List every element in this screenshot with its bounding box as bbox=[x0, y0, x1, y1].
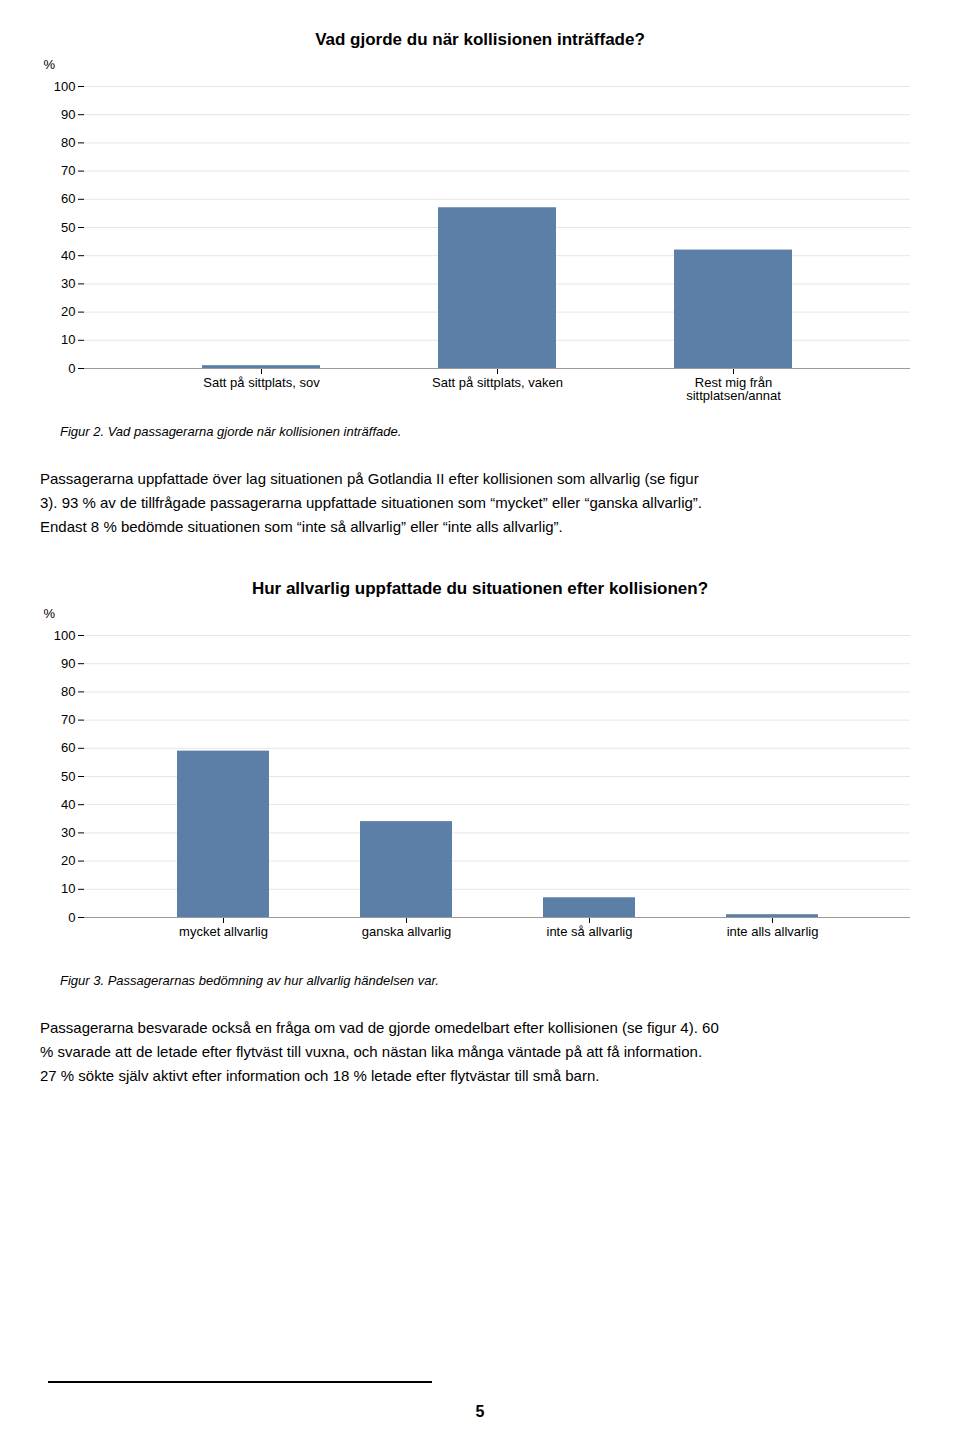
html-text:5: 5 bbox=[475, 1403, 485, 1420]
svg-text:50: 50 bbox=[61, 769, 75, 784]
svg-text:Satt på sittplats, sov: Satt på sittplats, sov bbox=[203, 375, 320, 390]
svg-text:90: 90 bbox=[61, 107, 75, 122]
html-text:Vad gjorde du när kollisionen: Vad gjorde du när kollisionen inträffade… bbox=[315, 30, 645, 49]
html-text:Passagerarna besvarade också e: Passagerarna besvarade också en fråga om… bbox=[40, 1019, 719, 1036]
svg-text:100: 100 bbox=[54, 79, 76, 94]
svg-text:90: 90 bbox=[61, 656, 75, 671]
svg-text:20: 20 bbox=[61, 304, 75, 319]
svg-text:70: 70 bbox=[61, 163, 75, 178]
svg-text:10: 10 bbox=[61, 881, 75, 896]
svg-text:0: 0 bbox=[68, 910, 75, 925]
html-text:Figur 2. Vad passagerarna gjor: Figur 2. Vad passagerarna gjorde när kol… bbox=[60, 424, 402, 439]
svg-text:inte alls allvarlig: inte alls allvarlig bbox=[727, 924, 819, 939]
svg-text:50: 50 bbox=[61, 220, 75, 235]
html-text:Passagerarna uppfattade över l: Passagerarna uppfattade över lag situati… bbox=[40, 470, 699, 487]
svg-text:70: 70 bbox=[61, 712, 75, 727]
svg-text:30: 30 bbox=[61, 276, 75, 291]
svg-text:ganska allvarlig: ganska allvarlig bbox=[362, 924, 452, 939]
svg-text:%: % bbox=[44, 606, 56, 621]
svg-text:60: 60 bbox=[61, 740, 75, 755]
html-text:3). 93 % av de tillfrågade pas: 3). 93 % av de tillfrågade passagerarna … bbox=[40, 494, 702, 511]
svg-text:60: 60 bbox=[61, 191, 75, 206]
svg-text:Rest mig frånsittplatsen/annat: Rest mig frånsittplatsen/annat bbox=[686, 375, 781, 403]
svg-text:80: 80 bbox=[61, 684, 75, 699]
svg-text:Satt på sittplats, vaken: Satt på sittplats, vaken bbox=[432, 375, 563, 390]
html-text:Endast 8 % bedömde situationen: Endast 8 % bedömde situationen som “inte… bbox=[40, 518, 563, 535]
svg-text:30: 30 bbox=[61, 825, 75, 840]
svg-text:0: 0 bbox=[68, 361, 75, 376]
svg-text:mycket allvarlig: mycket allvarlig bbox=[179, 924, 268, 939]
svg-text:100: 100 bbox=[54, 628, 76, 643]
svg-text:20: 20 bbox=[61, 853, 75, 868]
html-text:27 % sökte själv aktivt efter: 27 % sökte själv aktivt efter informatio… bbox=[40, 1067, 600, 1084]
svg-text:%: % bbox=[44, 57, 56, 72]
svg-text:40: 40 bbox=[61, 797, 75, 812]
svg-text:40: 40 bbox=[61, 248, 75, 263]
html-text:Hur allvarlig uppfattade du si: Hur allvarlig uppfattade du situationen … bbox=[251, 579, 709, 598]
svg-text:80: 80 bbox=[61, 135, 75, 150]
html-text:% svarade att de letade efter: % svarade att de letade efter flytväst t… bbox=[40, 1043, 702, 1060]
svg-text:inte så allvarlig: inte så allvarlig bbox=[547, 924, 633, 939]
html-text:Figur 3. Passagerarnas bedömni: Figur 3. Passagerarnas bedömning av hur … bbox=[60, 973, 439, 988]
svg-text:10: 10 bbox=[61, 332, 75, 347]
